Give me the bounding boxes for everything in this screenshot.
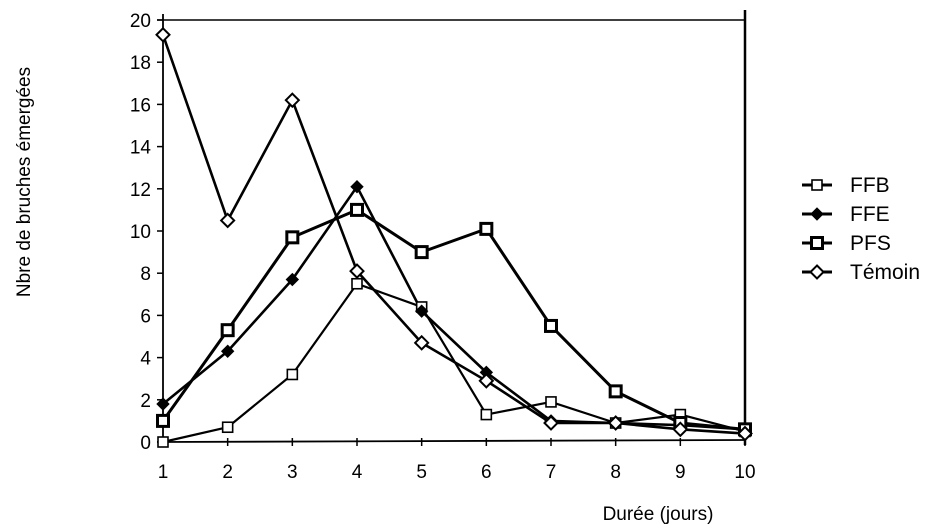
y-tick-label: 20 [130,11,151,32]
y-tick-label: 16 [130,95,151,116]
x-tick-label: 4 [352,462,363,483]
data-point-ffb [221,421,234,434]
x-tick-label: 10 [734,462,755,483]
data-point-pfs [156,413,170,428]
x-tick-label: 2 [222,462,233,483]
x-tick-label: 5 [416,462,427,483]
data-point-temoin [543,415,559,431]
y-tick-label: 14 [130,138,152,159]
data-point-ffe [285,272,300,287]
legend-marker-ffe [810,207,824,221]
x-axis-title: Durée (jours) [603,504,714,525]
data-point-ffb [286,368,299,381]
x-tick-label: 6 [481,462,492,483]
data-point-temoin [672,421,689,438]
y-axis-title: Nbre de bruches émergées [14,67,35,297]
legend-label-ffb: FFB [850,174,890,197]
data-point-ffe [414,304,429,318]
data-point-pfs [479,221,494,236]
data-point-ffe [350,179,364,194]
y-tick-label: 6 [140,306,151,327]
y-axis: 0 2 4 6 8 10 12 14 16 18 20 [130,11,163,454]
data-point-temoin [607,415,624,431]
legend-marker-pfs [810,236,824,250]
data-point-pfs [608,384,623,399]
data-point-temoin [155,26,171,43]
data-point-temoin [284,92,301,109]
legend-marker-ffb [811,179,823,191]
data-point-temoin [413,334,430,351]
series-markers [155,26,753,448]
y-tick-label: 10 [130,222,151,243]
series-line-ffe [162,185,746,431]
data-point-pfs [414,245,429,260]
legend-marker-temoin [809,264,825,280]
y-tick-label: 0 [140,433,151,454]
x-tick-label: 9 [675,462,686,483]
data-point-ffe [220,344,235,358]
legend-label-ffe: FFE [850,203,890,226]
series-line-temoin [161,34,746,435]
legend-label-pfs: PFS [850,232,891,255]
y-tick-label: 18 [130,53,151,74]
data-point-temoin [737,425,753,442]
x-tick-label: 1 [158,462,169,483]
data-point-pfs [350,202,364,217]
y-tick-label: 2 [140,391,151,412]
data-point-pfs [220,323,235,338]
plot-frame [156,10,747,445]
legend-label-temoin: Témoin [850,261,920,284]
x-tick-label: 7 [546,462,557,483]
data-point-ffb [157,436,169,448]
data-point-pfs [544,318,558,333]
legend: FFB FFE PFS Témoin [802,174,920,284]
series-lines [161,34,746,444]
data-point-ffb [351,277,363,290]
series-line-pfs [161,208,746,431]
x-axis-line [156,439,746,443]
data-point-temoin [219,212,236,229]
data-point-ffb [480,408,493,421]
x-axis: 1 2 3 4 5 6 7 8 9 10 [158,438,756,483]
data-point-ffe [156,397,170,411]
x-tick-label: 8 [610,462,621,483]
x-tick-label: 3 [287,462,298,483]
data-point-temoin [478,372,495,389]
y-tick-label: 8 [140,264,151,285]
y-tick-label: 12 [130,180,151,201]
data-point-temoin [349,263,365,280]
data-point-pfs [285,230,300,245]
data-point-ffb [545,396,557,408]
y-tick-label: 4 [140,349,151,370]
